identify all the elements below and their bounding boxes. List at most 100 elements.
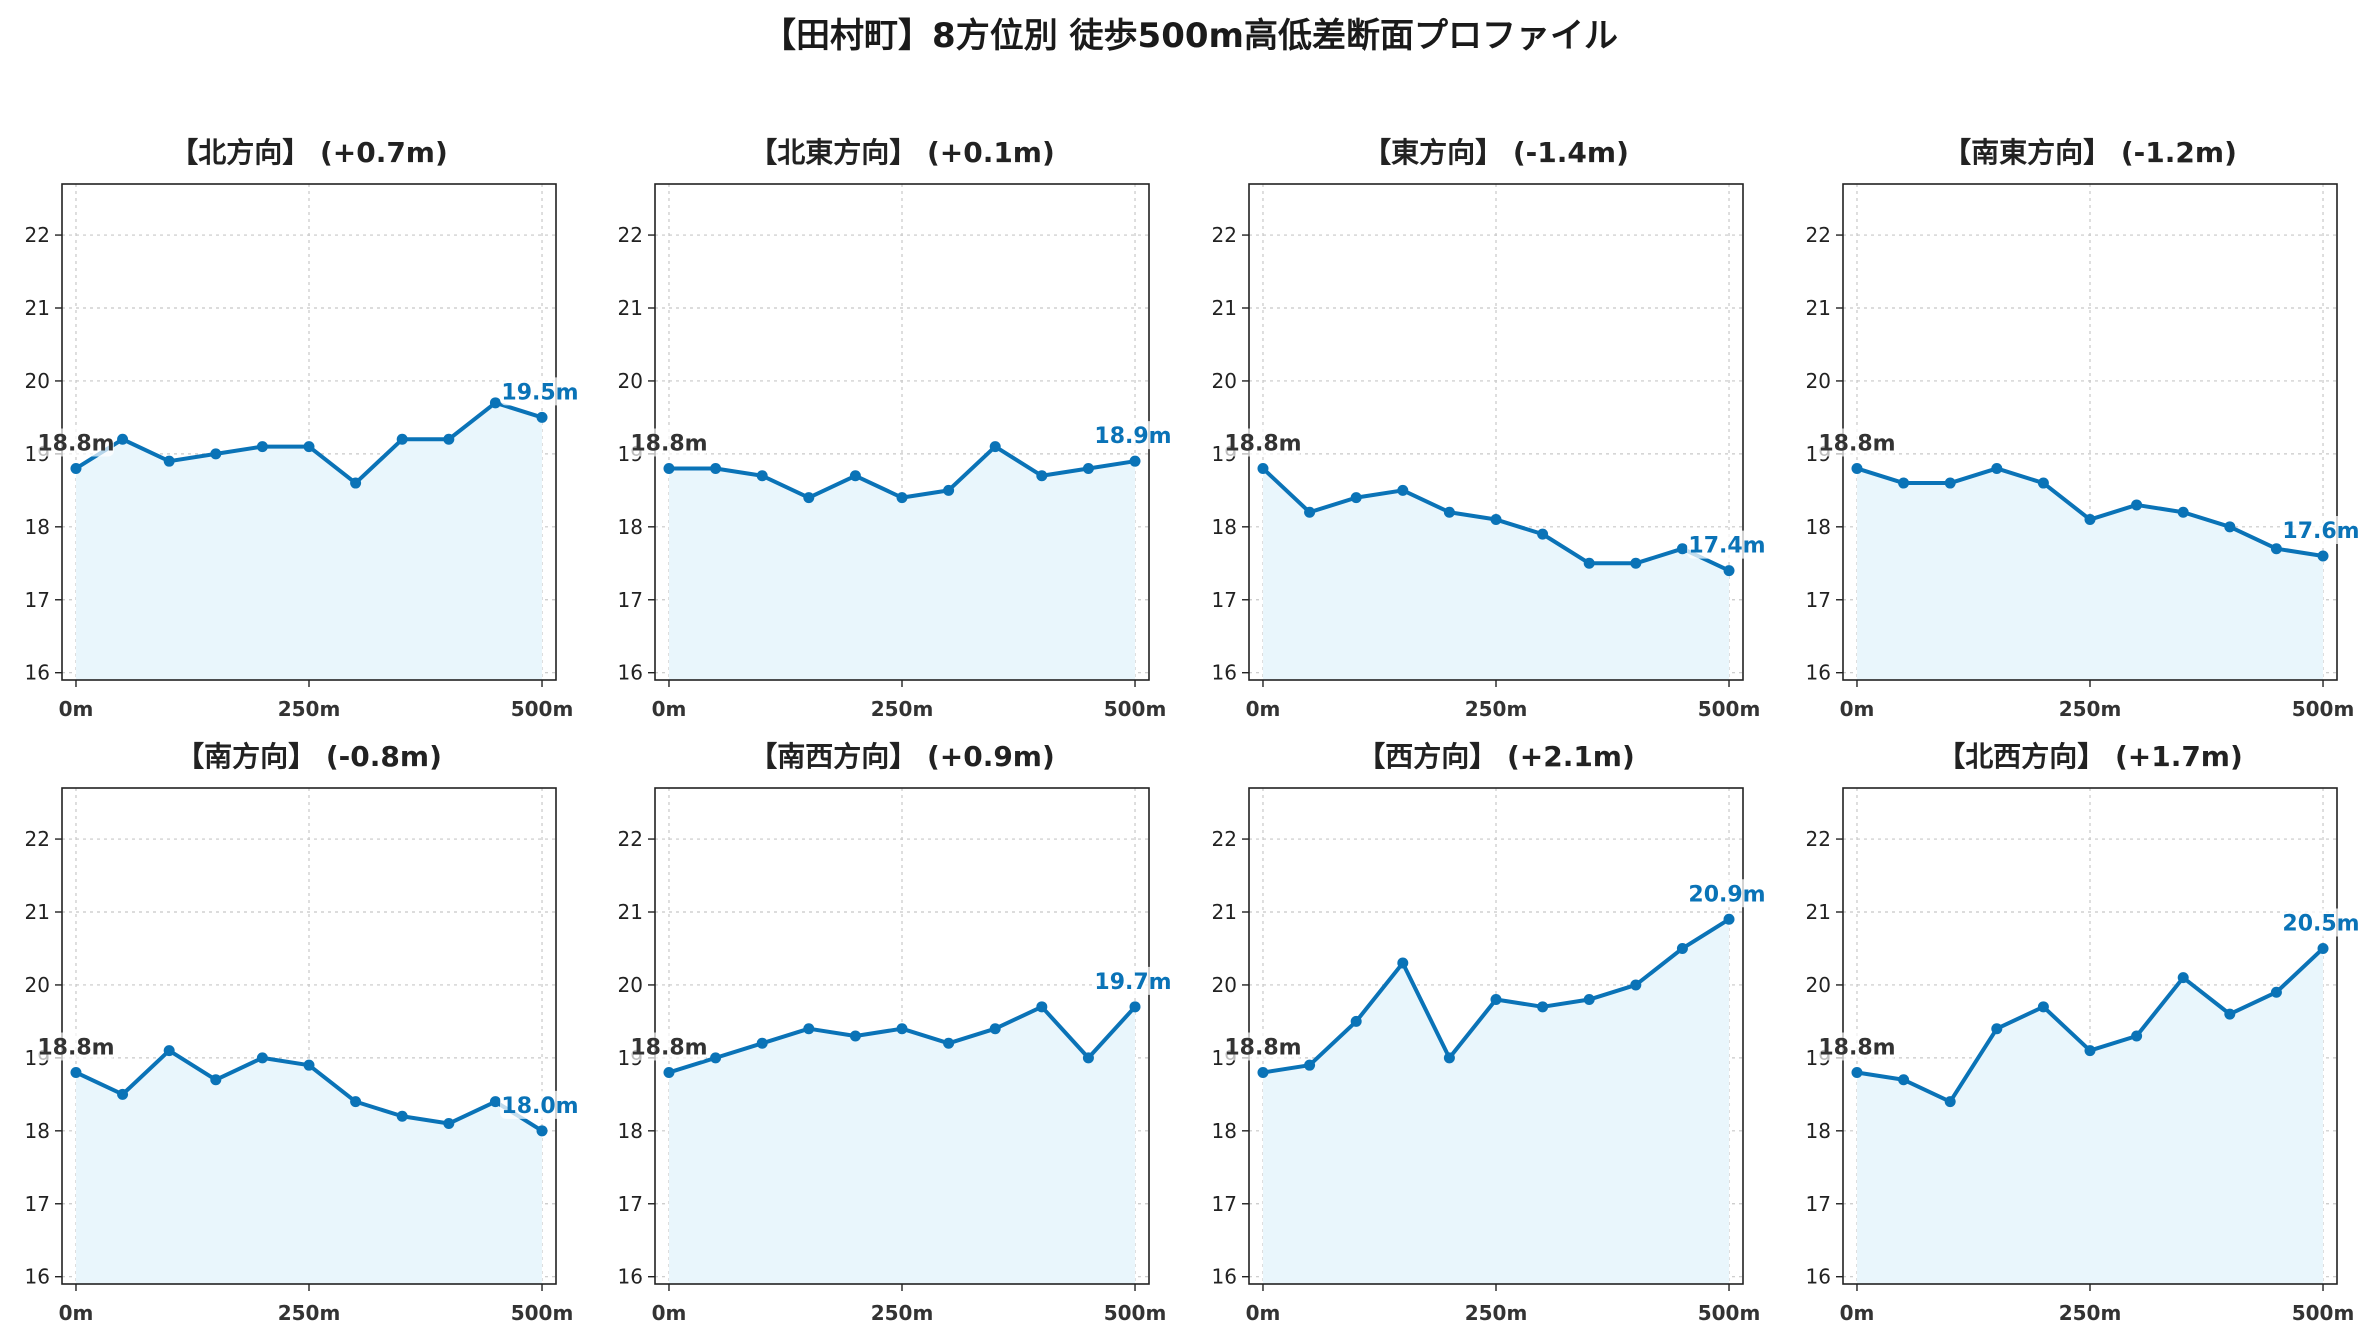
- data-point: [1304, 1059, 1316, 1071]
- panel-title: 【北東方向】 (+0.1m): [749, 136, 1055, 169]
- data-point: [989, 1023, 1001, 1035]
- end-label-bg: [500, 377, 581, 406]
- y-tick-label: 18: [1806, 515, 1831, 539]
- y-tick-label: 21: [1212, 296, 1237, 320]
- y-tick-label: 18: [25, 515, 50, 539]
- data-point: [210, 1074, 222, 1086]
- data-point: [2084, 1045, 2096, 1057]
- end-value-label: 19.5m: [501, 380, 578, 405]
- data-point: [256, 441, 268, 453]
- data-point: [117, 433, 129, 445]
- area-fill: [1262, 919, 1730, 1284]
- data-point: [1257, 462, 1269, 474]
- y-tick-label: 20: [25, 369, 50, 393]
- data-point: [1898, 477, 1910, 489]
- end-value-label: 19.7m: [1094, 970, 1171, 995]
- x-tick-label: 500m: [1104, 697, 1167, 721]
- data-point: [2270, 986, 2282, 998]
- start-label-bg: [33, 1032, 114, 1061]
- x-tick-label: 500m: [1698, 697, 1761, 721]
- y-tick-label: 16: [618, 1265, 643, 1289]
- area-fill: [1856, 948, 2324, 1284]
- y-tick-label: 21: [25, 900, 50, 924]
- end-value-label: 17.6m: [2282, 519, 2359, 544]
- data-point: [756, 470, 768, 482]
- y-tick-label: 16: [1212, 661, 1237, 685]
- start-label-bg: [626, 1032, 707, 1061]
- x-tick-label: 250m: [2059, 697, 2122, 721]
- end-value-label: 18.0m: [501, 1094, 578, 1119]
- y-tick-label: 22: [618, 827, 643, 851]
- data-point: [1350, 1015, 1362, 1027]
- data-point: [1630, 557, 1642, 569]
- y-tick-label: 20: [1806, 973, 1831, 997]
- data-point: [2177, 972, 2189, 984]
- data-point: [943, 484, 955, 496]
- data-point: [536, 1125, 548, 1137]
- data-point: [396, 1110, 408, 1122]
- data-point: [896, 492, 908, 504]
- start-value-label: 18.8m: [1224, 1035, 1301, 1060]
- y-tick-label: 18: [1212, 1119, 1237, 1143]
- data-point: [1082, 1052, 1094, 1064]
- y-tick-label: 22: [1212, 827, 1237, 851]
- data-point: [1723, 565, 1735, 577]
- data-point: [1583, 557, 1595, 569]
- y-tick-label: 22: [1806, 223, 1831, 247]
- data-point: [756, 1037, 768, 1049]
- data-point: [1257, 1066, 1269, 1078]
- y-tick-label: 22: [25, 223, 50, 247]
- start-label-bg: [626, 428, 707, 457]
- data-point: [1898, 1074, 1910, 1086]
- data-point: [2131, 1030, 2143, 1042]
- y-tick-label: 16: [1806, 661, 1831, 685]
- data-point: [1537, 528, 1549, 540]
- y-tick-label: 20: [618, 973, 643, 997]
- data-point: [989, 441, 1001, 453]
- x-tick-label: 0m: [59, 697, 94, 721]
- end-label-bg: [500, 1090, 581, 1119]
- data-point: [1851, 1066, 1863, 1078]
- y-tick-label: 22: [25, 827, 50, 851]
- y-tick-label: 21: [1806, 296, 1831, 320]
- data-point: [2084, 514, 2096, 526]
- data-point: [350, 1096, 362, 1108]
- data-point: [163, 1045, 175, 1057]
- end-label-bg: [2281, 908, 2362, 937]
- y-tick-label: 17: [1806, 588, 1831, 612]
- chart-panel-5: 【南方向】 (-0.8m)161718192021220m250m500m18.…: [25, 740, 581, 1325]
- x-tick-label: 500m: [511, 1301, 574, 1325]
- data-point: [2317, 550, 2329, 562]
- y-tick-label: 21: [25, 296, 50, 320]
- data-point: [663, 1066, 675, 1078]
- x-tick-label: 0m: [1840, 697, 1875, 721]
- area-fill: [1262, 468, 1730, 680]
- data-point: [1036, 470, 1048, 482]
- x-tick-label: 0m: [1246, 1301, 1281, 1325]
- panel-title: 【南方向】 (-0.8m): [176, 740, 442, 773]
- start-value-label: 18.8m: [37, 431, 114, 456]
- data-point: [1350, 492, 1362, 504]
- y-tick-label: 18: [1806, 1119, 1831, 1143]
- data-point: [536, 411, 548, 423]
- y-tick-label: 17: [25, 588, 50, 612]
- y-tick-label: 20: [1212, 369, 1237, 393]
- end-label-bg: [1093, 421, 1174, 450]
- start-value-label: 18.8m: [1224, 431, 1301, 456]
- y-tick-label: 16: [25, 661, 50, 685]
- x-tick-label: 250m: [871, 1301, 934, 1325]
- panel-title: 【南東方向】 (-1.2m): [1943, 136, 2237, 169]
- data-point: [710, 462, 722, 474]
- data-point: [1129, 1001, 1141, 1013]
- data-point: [803, 1023, 815, 1035]
- panel-title: 【北西方向】 (+1.7m): [1937, 740, 2243, 773]
- area-fill: [75, 1050, 543, 1284]
- data-point: [489, 1096, 501, 1108]
- y-tick-label: 20: [25, 973, 50, 997]
- chart-panel-8: 【北西方向】 (+1.7m)161718192021220m250m500m18…: [1806, 740, 2362, 1325]
- y-tick-label: 17: [1212, 1192, 1237, 1216]
- start-label-bg: [1814, 1032, 1895, 1061]
- y-tick-label: 22: [618, 223, 643, 247]
- data-point: [1036, 1001, 1048, 1013]
- data-point: [1991, 1023, 2003, 1035]
